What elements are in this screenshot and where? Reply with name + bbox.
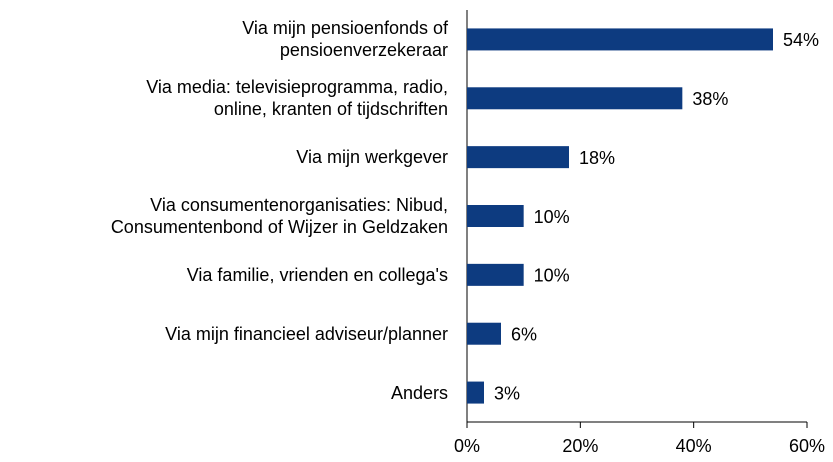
bar [467, 87, 683, 110]
value-label: 3% [494, 383, 520, 403]
bar [467, 263, 524, 286]
x-tick-label: 40% [676, 436, 712, 456]
value-label: 10% [534, 266, 570, 286]
y-tick-label: Via mijn financieel adviseur/planner [165, 323, 448, 344]
bar [467, 146, 569, 169]
y-tick-label: Via consumentenorganisaties: Nibud, Cons… [110, 195, 448, 237]
y-tick-label: Via mijn pensioenfonds of pensioenverzek… [242, 18, 448, 61]
bar [467, 28, 773, 51]
bar [467, 205, 524, 227]
value-label: 54% [783, 30, 819, 50]
y-tick-label: Via mijn werkgever [296, 147, 448, 168]
value-label: 38% [692, 89, 728, 109]
value-label: 18% [579, 148, 615, 168]
y-tick-label: Via media: televisieprogramma, radio, on… [146, 77, 448, 120]
y-tick-label: Via familie, vrienden en collega's [186, 264, 448, 285]
y-tick-label: Anders [390, 382, 448, 403]
x-tick-label: 60% [789, 436, 825, 456]
x-tick-label: 0% [454, 436, 480, 456]
x-tick-label: 20% [562, 436, 598, 456]
value-label: 10% [534, 207, 570, 227]
bar [467, 381, 484, 404]
bar [467, 322, 501, 345]
value-label: 6% [511, 324, 537, 344]
